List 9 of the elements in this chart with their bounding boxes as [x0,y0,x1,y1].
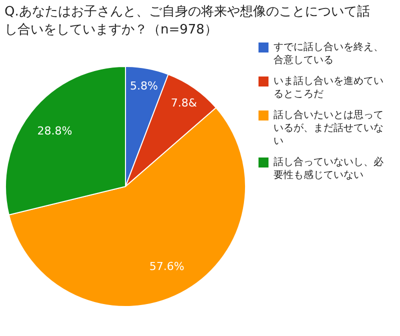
data-label: 28.8% [37,124,72,138]
data-label: 5.8% [130,80,158,93]
legend-label: いま話し合いを進めているところだ [274,75,384,100]
data-label: 57.6% [149,260,184,273]
legend-label: すでに話し合いを終え、合意している [274,41,384,66]
legend-label: 話し合っていないし、必要性も感じていない [274,156,384,181]
legend-label: 話し合いたいとは思っているが、まだ話せていない [274,109,384,147]
data-label: 7.8& [170,96,198,110]
chart-title: Q.あなたはお子さんと、ご自身の将来や想像のことについて話し合いをしていますか？（n=978） [4,4,370,38]
